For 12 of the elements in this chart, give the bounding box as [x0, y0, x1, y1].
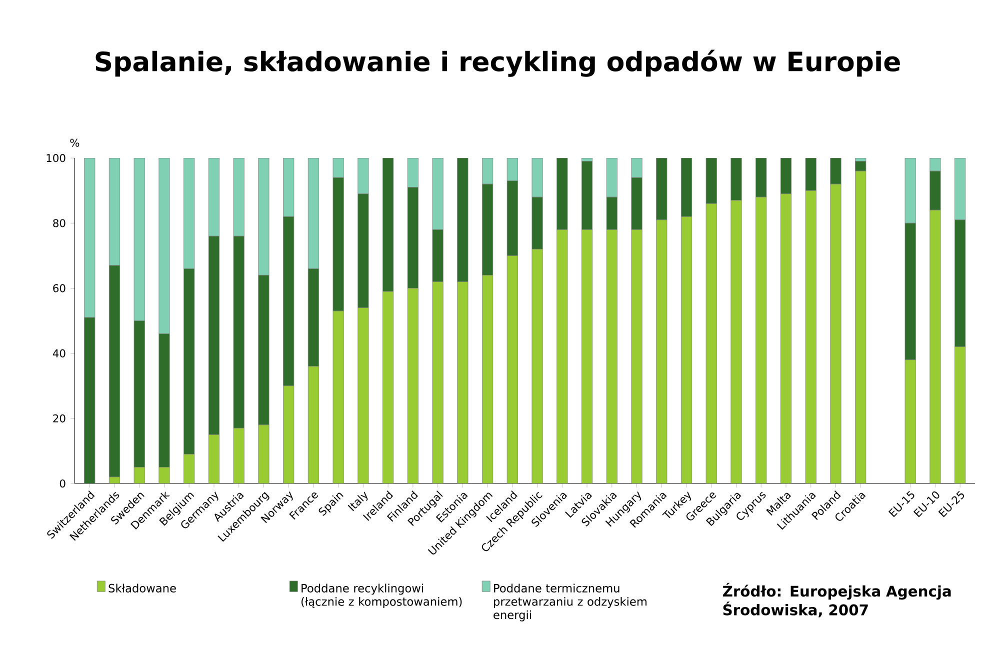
y-tick-label: 0: [60, 479, 66, 488]
legend-label: Poddane recyklingowi (łącznie z kompostowaniem): [301, 584, 462, 608]
y-tick-label: 60: [53, 284, 66, 292]
y-axis-title: %: [70, 138, 80, 147]
y-tick-label: 20: [53, 414, 66, 422]
y-tick-label: 80: [53, 218, 66, 228]
y-tick-label: 100: [46, 154, 66, 162]
text: Źródło: Europejska Agencja Środowiska, 2007: [722, 582, 951, 618]
chart-title: Spalanie, składowanie i recykling odpadów w Europie: [96, 50, 900, 77]
legend-label: Poddane termicznemu przetwarzaniu z odzyskiem energii: [494, 584, 646, 622]
y-tick-label: 40: [52, 349, 66, 358]
legend-label: Składowane: [108, 584, 176, 592]
